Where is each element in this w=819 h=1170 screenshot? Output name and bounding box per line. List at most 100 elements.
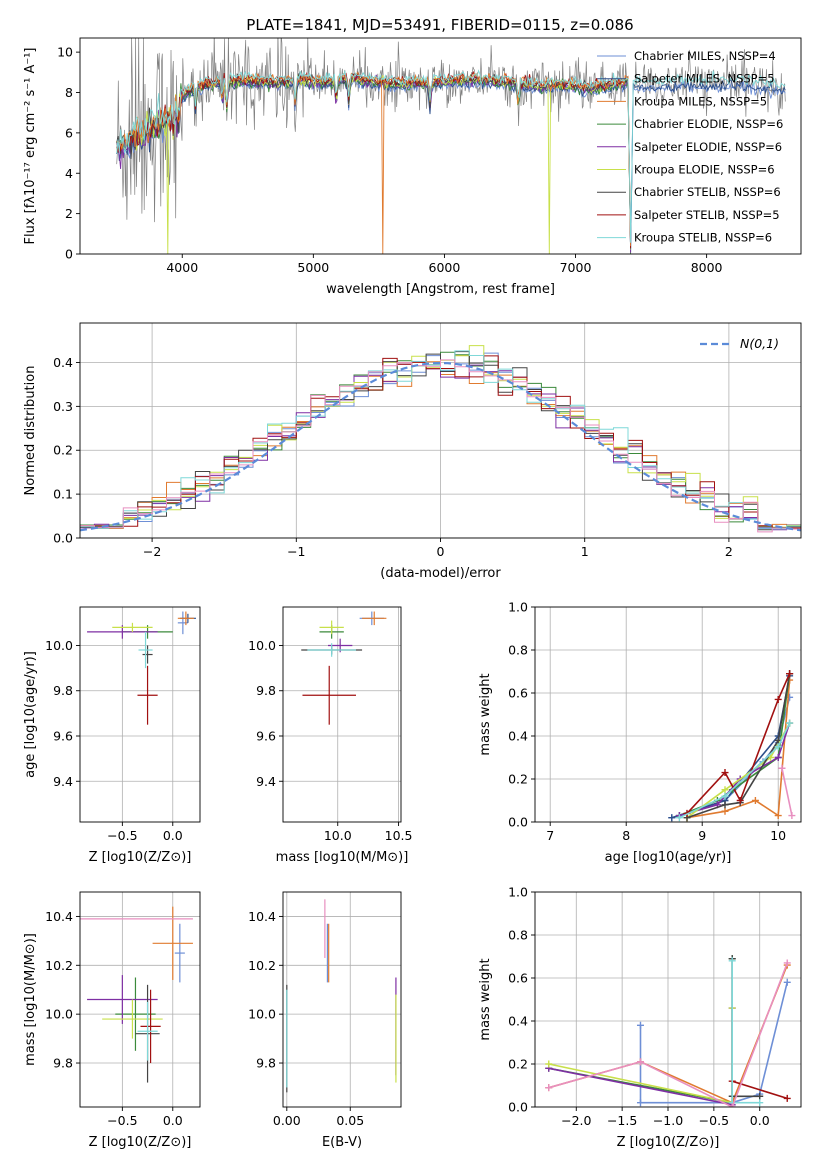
y-tick-label: 0.8 [508, 643, 528, 658]
x-tick-label: 10 [770, 828, 786, 843]
x-axis-label: E(B-V) [322, 1135, 362, 1150]
x-tick-label: 6000 [429, 260, 461, 275]
mass-weight-line [731, 960, 760, 1104]
mass-weight-point [751, 797, 759, 804]
mass-weight-point [636, 1021, 644, 1029]
y-axis-label: age [log10(age/yr)] [23, 651, 38, 778]
mass-weight-line [679, 673, 791, 817]
mass-weight-point [783, 978, 791, 986]
mass-weight-point [728, 957, 736, 965]
y-tick-label: 9.8 [256, 1056, 276, 1071]
y-tick-label: 9.6 [256, 729, 276, 744]
mass-weight-point [636, 1099, 644, 1107]
x-tick-label: 2 [725, 544, 733, 559]
x-tick-label: 0.00 [273, 1113, 301, 1128]
mass-vs-z-panel: −0.5 0.0 9.8 10.0 10.2 10.4 Z [log10(Z/Z⊙)] mas… [23, 891, 201, 1150]
mass-vs-ebv-panel: 0.00 0.05 9.8 10.0 10.2 10.4 E(B-V) [248, 891, 402, 1150]
x-axis-label: mass [log10(M/M⊙)] [276, 850, 409, 865]
legend-entry: Salpeter MILES, NSSP=5 [634, 72, 775, 86]
y-tick-label: 10 [57, 45, 73, 60]
legend-entry: Chabrier STELIB, NSSP=6 [634, 185, 781, 199]
x-tick-label: 9 [698, 828, 706, 843]
y-tick-label: 9.8 [53, 1056, 73, 1071]
legend-entry: Kroupa STELIB, NSSP=6 [634, 231, 772, 245]
legend-entry: Kroupa MILES, NSSP=5 [634, 94, 767, 108]
y-tick-label: 9.6 [53, 729, 73, 744]
plot-area [116, 38, 786, 254]
axes-frame [534, 606, 802, 823]
x-tick-label: 0.0 [163, 828, 183, 843]
y-tick-label: 0.4 [508, 729, 528, 744]
y-tick-label: 6 [65, 125, 73, 140]
x-tick-label: 0.0 [163, 1113, 183, 1128]
residual-histogram [80, 359, 801, 533]
mass-weight-point [786, 719, 794, 727]
y-tick-label: 2 [65, 206, 73, 221]
y-tick-label: 0.4 [508, 1014, 528, 1029]
mass-weight-point [774, 695, 782, 703]
legend-entry: Chabrier ELODIE, NSSP=6 [634, 117, 783, 131]
mass-weight-point [774, 743, 782, 751]
x-tick-label: 10.5 [385, 828, 413, 843]
y-tick-label: 0.2 [53, 443, 73, 458]
y-axis-label: Flux [fλ10⁻¹⁷ erg cm⁻² s⁻¹ A⁻¹] [23, 48, 38, 245]
y-tick-label: 4 [65, 166, 73, 181]
mass-weight-line [679, 722, 791, 819]
x-tick-label: −2.0 [561, 1113, 591, 1128]
axes-frame [79, 891, 201, 1108]
spectrum-model-line [116, 71, 632, 254]
y-tick-label: 0.6 [508, 686, 528, 701]
x-axis-label: wavelength [Angstrom, rest frame] [326, 282, 555, 297]
residuals-panel: −2 −1 0 1 2 0.0 0.1 0.2 0.3 0.4 (data-model)/error… [23, 322, 802, 581]
plot-area [283, 607, 401, 822]
mass-weight-line [781, 768, 793, 816]
plot-area [535, 892, 801, 1107]
y-tick-label: 9.8 [53, 683, 73, 698]
residuals-legend: N(0,1) [700, 336, 779, 351]
mass-weight-point [783, 1094, 791, 1102]
y-axis-label: mass weight [478, 673, 493, 755]
residual-histogram [80, 350, 801, 530]
legend-entry: Chabrier MILES, NSSP=4 [634, 49, 776, 63]
y-tick-label: 0.0 [508, 1100, 528, 1115]
x-axis-label: Z [log10(Z/Z⊙)] [89, 850, 192, 865]
x-tick-label: −1.0 [653, 1113, 683, 1128]
axes-frame [79, 606, 201, 823]
y-tick-label: 9.8 [256, 683, 276, 698]
axes-frame [282, 606, 402, 823]
y-tick-label: 10.0 [248, 1007, 276, 1022]
x-tick-label: 10.0 [324, 828, 352, 843]
mass-weight-point [786, 693, 794, 701]
x-tick-label: 5000 [297, 260, 329, 275]
y-tick-label: 0.0 [508, 815, 528, 830]
mass-weight-point [756, 1092, 764, 1100]
legend-entry: Kroupa ELODIE, NSSP=6 [634, 163, 775, 177]
x-tick-label: −2 [143, 544, 161, 559]
mass-weight-point [788, 812, 796, 820]
x-axis-label: (data-model)/error [380, 566, 501, 581]
y-axis-label: Normed distribution [23, 366, 38, 496]
mass-weight-point [545, 1060, 553, 1068]
axes-frame [79, 37, 802, 255]
mass-weight-point [736, 797, 744, 804]
y-tick-label: 0.6 [508, 971, 528, 986]
y-tick-label: 10.0 [45, 638, 73, 653]
y-tick-label: 1.0 [508, 885, 528, 900]
mass-weight-vs-z-panel: −2.0 −1.5 −1.0 −0.5 0.0 0.0 0.2 0.4 0.6 0.8 1.0 Z [… [478, 885, 802, 1150]
y-tick-label: 1.0 [508, 600, 528, 615]
legend-entry: Salpeter ELODIE, NSSP=6 [634, 140, 782, 154]
mass-weight-point [774, 812, 782, 820]
y-tick-label: 0.3 [53, 399, 73, 414]
mass-weight-point [675, 814, 683, 822]
spectrum-legend: Chabrier MILES, NSSP=4 Salpeter MILES, NS… [597, 49, 783, 245]
x-axis-label: Z [log10(Z/Z⊙)] [89, 1135, 192, 1150]
y-tick-label: 0.8 [508, 928, 528, 943]
mass-weight-point [756, 1099, 764, 1107]
mass-weight-point [774, 754, 782, 761]
mass-weight-point [721, 769, 729, 777]
spectrum-model-line [116, 69, 786, 243]
y-tick-label: 8 [65, 85, 73, 100]
plot-area [80, 607, 200, 822]
plot-area [535, 607, 801, 822]
mass-weight-point [728, 1103, 736, 1107]
